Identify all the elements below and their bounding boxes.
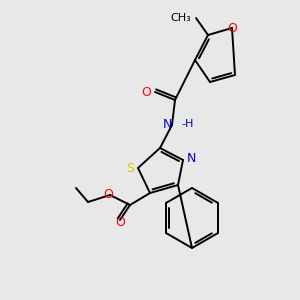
Text: O: O [141,85,151,98]
Text: O: O [115,217,125,230]
Text: O: O [227,22,237,34]
Text: -H: -H [181,119,194,129]
Text: S: S [126,161,134,175]
Text: N: N [162,118,172,131]
Text: N: N [187,152,196,164]
Text: CH₃: CH₃ [170,13,191,23]
Text: O: O [103,188,113,202]
